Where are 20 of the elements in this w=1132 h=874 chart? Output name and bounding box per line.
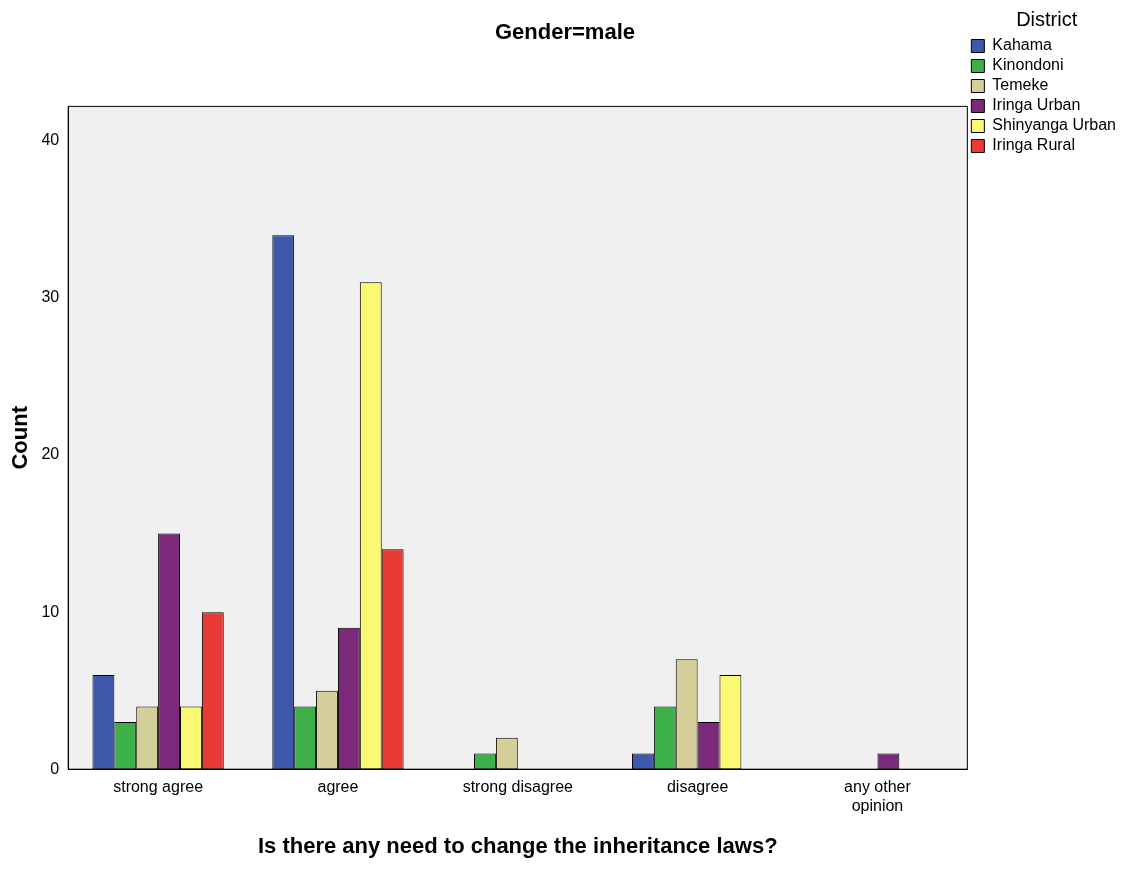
x-tick-label: agree (317, 778, 359, 796)
x-axis-title: Is there any need to change the inheritance laws? (257, 832, 778, 858)
x-tick-label: strong agree (113, 778, 204, 796)
x-tick-label: any other opinion (844, 778, 912, 815)
x-tick-label: strong disagree (462, 778, 574, 796)
legend-label: Iringa Urban (992, 96, 1081, 114)
y-tick-label: 20 (41, 445, 60, 463)
y-tick-label: 0 (50, 759, 60, 777)
legend-label: Kinondoni (992, 56, 1064, 74)
y-tick-label: 30 (41, 288, 60, 306)
x-tick-label: disagree (666, 778, 729, 796)
legend-label: Shinyanga Urban (992, 116, 1116, 134)
legend-label: Iringa Rural (992, 136, 1076, 154)
legend-label: Kahama (992, 36, 1053, 54)
y-tick-label: 10 (41, 602, 60, 620)
y-tick-label: 40 (41, 131, 60, 149)
legend-label: Temeke (992, 76, 1049, 94)
legend-title: District (1016, 7, 1078, 30)
chart-title: Gender=male (494, 19, 636, 45)
y-axis-title: Count (7, 405, 33, 470)
